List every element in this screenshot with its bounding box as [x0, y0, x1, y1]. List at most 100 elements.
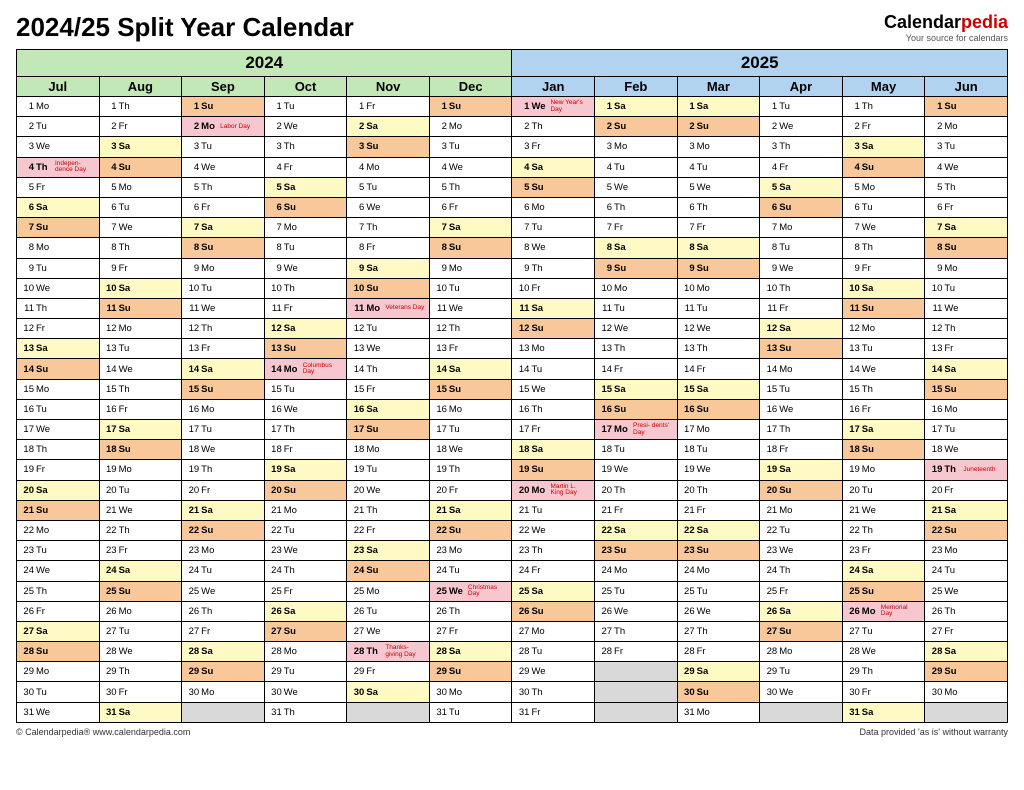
month-header: Feb	[595, 77, 678, 97]
day-cell: 14MoColumbus Day	[264, 359, 347, 379]
day-cell: 10Mo	[595, 278, 678, 298]
day-cell: 8Su	[925, 238, 1008, 258]
day-cell: 25Tu	[595, 581, 678, 601]
day-cell: 13Fr	[429, 339, 512, 359]
day-cell: 17We	[17, 420, 100, 440]
calendar-table: 20242025 JulAugSepOctNovDecJanFebMarAprM…	[16, 49, 1008, 723]
day-cell: 26Th	[925, 601, 1008, 621]
day-cell: 10We	[17, 278, 100, 298]
day-cell: 15Th	[842, 379, 925, 399]
day-row: 10We10Sa10Tu10Th10Su10Tu10Fr10Mo10Mo10Th…	[17, 278, 1008, 298]
day-cell: 9Th	[512, 258, 595, 278]
day-cell: 31Tu	[429, 702, 512, 722]
day-cell: 28ThThanks- giving Day	[347, 642, 430, 662]
day-cell: 6Tu	[99, 197, 182, 217]
day-cell: 11Fr	[760, 298, 843, 318]
day-cell: 25Sa	[512, 581, 595, 601]
day-cell: 28We	[842, 642, 925, 662]
day-cell: 7Mo	[264, 218, 347, 238]
day-cell: 3Tu	[182, 137, 265, 157]
day-cell: 24Th	[760, 561, 843, 581]
day-cell: 29Th	[842, 662, 925, 682]
day-cell: 6Fr	[182, 197, 265, 217]
day-cell: 8Fr	[347, 238, 430, 258]
day-cell: 5We	[595, 177, 678, 197]
day-cell: 28Sa	[925, 642, 1008, 662]
day-cell: 21Th	[347, 500, 430, 520]
day-row: 1Mo1Th1Su1Tu1Fr1Su1WeNew Year's Day1Sa1S…	[17, 97, 1008, 117]
day-row: 20Sa20Tu20Fr20Su20We20Fr20MoMartin L. Ki…	[17, 480, 1008, 500]
day-cell: 21We	[842, 500, 925, 520]
day-cell: 18Mo	[347, 440, 430, 460]
day-cell: 22Mo	[17, 520, 100, 540]
day-cell: 27Su	[760, 621, 843, 641]
month-header: Jul	[17, 77, 100, 97]
day-cell: 21Fr	[677, 500, 760, 520]
day-cell: 27Fr	[925, 621, 1008, 641]
day-cell: 6Mo	[512, 197, 595, 217]
day-cell: 19Sa	[760, 460, 843, 480]
day-cell: 24Sa	[842, 561, 925, 581]
day-row: 30Tu30Fr30Mo30We30Sa30Mo30Th30Su30We30Fr…	[17, 682, 1008, 702]
day-cell: 8We	[512, 238, 595, 258]
day-cell: 26Su	[512, 601, 595, 621]
day-cell: 23Th	[512, 541, 595, 561]
day-cell: 12Su	[512, 319, 595, 339]
day-cell: 21Sa	[429, 500, 512, 520]
day-cell	[347, 702, 430, 722]
day-cell: 9Sa	[347, 258, 430, 278]
day-cell: 24Tu	[182, 561, 265, 581]
day-cell: 23Fr	[99, 541, 182, 561]
day-row: 9Tu9Fr9Mo9We9Sa9Mo9Th9Su9Su9We9Fr9Mo	[17, 258, 1008, 278]
day-row: 23Tu23Fr23Mo23We23Sa23Mo23Th23Su23Su23We…	[17, 541, 1008, 561]
day-cell: 10Th	[264, 278, 347, 298]
day-cell: 13Th	[595, 339, 678, 359]
day-cell: 19Sa	[264, 460, 347, 480]
day-cell: 13Th	[677, 339, 760, 359]
day-cell: 6Th	[677, 197, 760, 217]
day-row: 4ThIndepen- dence Day4Su4We4Fr4Mo4We4Sa4…	[17, 157, 1008, 177]
day-cell: 7We	[99, 218, 182, 238]
day-cell: 20Fr	[182, 480, 265, 500]
day-row: 24We24Sa24Tu24Th24Su24Tu24Fr24Mo24Mo24Th…	[17, 561, 1008, 581]
day-cell: 4Fr	[760, 157, 843, 177]
day-cell: 14Mo	[760, 359, 843, 379]
day-row: 17We17Sa17Tu17Th17Su17Tu17Fr17MoPresi- d…	[17, 420, 1008, 440]
day-cell: 7We	[842, 218, 925, 238]
day-cell: 16We	[264, 399, 347, 419]
day-cell: 23Mo	[182, 541, 265, 561]
day-row: 15Mo15Th15Su15Tu15Fr15Su15We15Sa15Sa15Tu…	[17, 379, 1008, 399]
day-cell: 31Mo	[677, 702, 760, 722]
day-cell: 23We	[760, 541, 843, 561]
day-cell: 30Mo	[182, 682, 265, 702]
day-cell: 22Tu	[760, 520, 843, 540]
day-cell: 1Tu	[760, 97, 843, 117]
day-cell: 18Su	[842, 440, 925, 460]
day-cell: 2Th	[512, 117, 595, 137]
day-cell	[182, 702, 265, 722]
day-cell: 27Mo	[512, 621, 595, 641]
day-cell: 3Tu	[429, 137, 512, 157]
day-cell: 21Sa	[182, 500, 265, 520]
day-cell: 16Mo	[925, 399, 1008, 419]
day-cell: 31Sa	[842, 702, 925, 722]
day-cell: 16Fr	[99, 399, 182, 419]
day-cell: 1Th	[842, 97, 925, 117]
day-cell: 26Tu	[347, 601, 430, 621]
day-cell: 25Tu	[677, 581, 760, 601]
day-cell: 29Sa	[677, 662, 760, 682]
day-cell: 30We	[760, 682, 843, 702]
day-cell: 6Th	[595, 197, 678, 217]
year-header-row: 20242025	[17, 50, 1008, 77]
day-cell	[925, 702, 1008, 722]
day-cell: 10Tu	[182, 278, 265, 298]
year-header: 2025	[512, 50, 1008, 77]
day-cell: 17MoPresi- dents' Day	[595, 420, 678, 440]
day-cell: 15Su	[429, 379, 512, 399]
day-cell: 7Sa	[925, 218, 1008, 238]
day-cell: 20Tu	[99, 480, 182, 500]
day-cell: 28Sa	[182, 642, 265, 662]
day-cell: 4We	[182, 157, 265, 177]
day-cell: 2We	[760, 117, 843, 137]
day-cell: 25We	[182, 581, 265, 601]
